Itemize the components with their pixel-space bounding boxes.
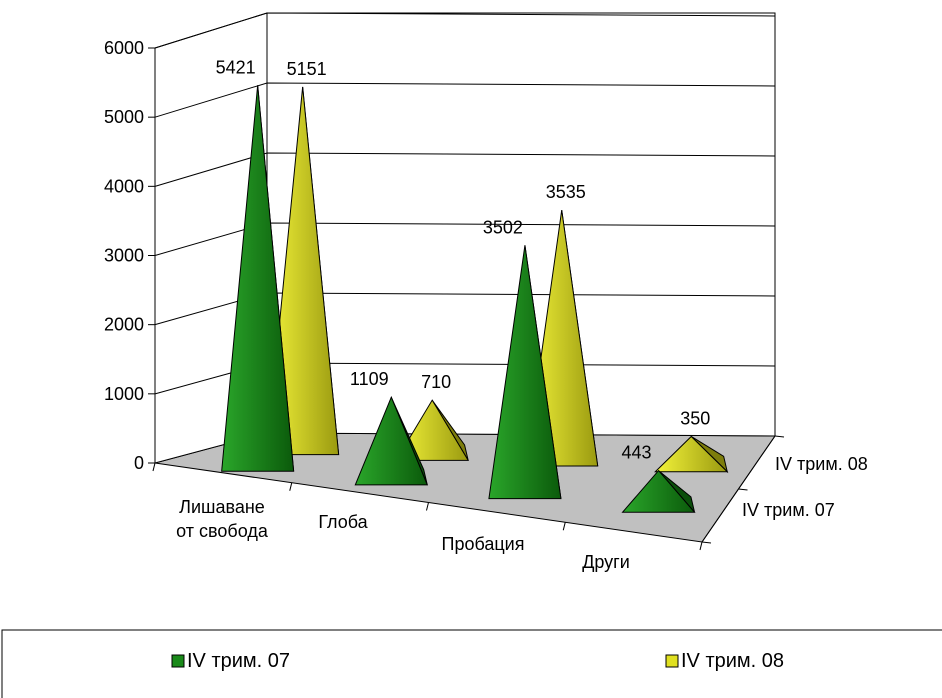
- data-label: 3502: [483, 217, 523, 237]
- data-label: 443: [622, 443, 652, 463]
- pyramid-iv-trim-07: [354, 395, 429, 486]
- y-tick-label: 3000: [104, 246, 144, 266]
- y-tick-label: 6000: [104, 38, 144, 58]
- x-category-label: от свобода: [176, 521, 269, 541]
- y-axis: 0 1000 2000 3000 4000 5000 6000: [104, 38, 156, 473]
- pyramid-front-face: [395, 399, 470, 461]
- pyramid-front-face: [654, 435, 729, 473]
- x-tick: [426, 502, 429, 511]
- y-tick-label: 4000: [104, 176, 144, 196]
- legend-swatch: [171, 654, 185, 668]
- x-tick: [152, 462, 156, 472]
- y-tick-label: 5000: [104, 107, 144, 127]
- data-label: 3535: [546, 182, 586, 202]
- depth-tick: [774, 435, 785, 438]
- legend-box: [1, 629, 942, 698]
- data-label: 350: [680, 408, 710, 428]
- x-category-label: Други: [582, 552, 630, 572]
- pyramid-front-face: [221, 85, 295, 472]
- pyramid-front-face: [621, 469, 696, 513]
- x-tick: [289, 482, 293, 491]
- x-tick: [699, 541, 703, 551]
- pyramids: [221, 85, 729, 513]
- pyramid-front-face: [488, 245, 562, 500]
- depth-tick: [701, 541, 712, 544]
- x-tick: [562, 522, 566, 531]
- y-tick-label: 1000: [104, 384, 144, 404]
- x-category-label: Пробация: [442, 534, 525, 554]
- legend-swatch: [665, 654, 679, 668]
- depth-axis: IV трим. 07 IV трим. 08: [701, 435, 868, 544]
- data-label: 5421: [216, 57, 256, 77]
- legend: IV трим. 07 IV трим. 08: [1, 629, 942, 698]
- data-label: 1109: [350, 369, 389, 389]
- pyramid-iv-trim-07: [221, 85, 295, 472]
- y-tick-label: 0: [134, 453, 144, 473]
- pyramid-iv-trim-08: [395, 399, 470, 461]
- depth-series-label: IV трим. 07: [742, 500, 835, 520]
- legend-label: IV трим. 07: [187, 650, 290, 672]
- pyramid-front-face: [266, 86, 340, 456]
- gridline: [154, 152, 776, 187]
- depth-series-label: IV трим. 08: [775, 454, 868, 474]
- pyramid-iv-trim-08: [654, 435, 729, 474]
- depth-tick: [738, 488, 748, 491]
- pyramid-iv-trim-08: [266, 86, 340, 456]
- gridline: [154, 12, 776, 49]
- x-category-label: Глоба: [318, 512, 368, 532]
- pyramid-iv-trim-07: [488, 245, 562, 500]
- x-category-label: Лишаване: [179, 497, 265, 517]
- x-axis: Лишаване от свобода Глоба Пробация Други: [152, 462, 703, 572]
- data-label: 5151: [287, 59, 327, 79]
- data-labels: 5151 710 3535 350 5421 1109 3502 443: [216, 57, 711, 462]
- y-tick-label: 2000: [104, 315, 144, 335]
- legend-label: IV трим. 08: [681, 650, 784, 672]
- pyramid-iv-trim-07: [621, 469, 696, 513]
- gridline: [154, 82, 776, 118]
- data-label: 710: [421, 372, 451, 392]
- pyramid-front-face: [354, 395, 429, 486]
